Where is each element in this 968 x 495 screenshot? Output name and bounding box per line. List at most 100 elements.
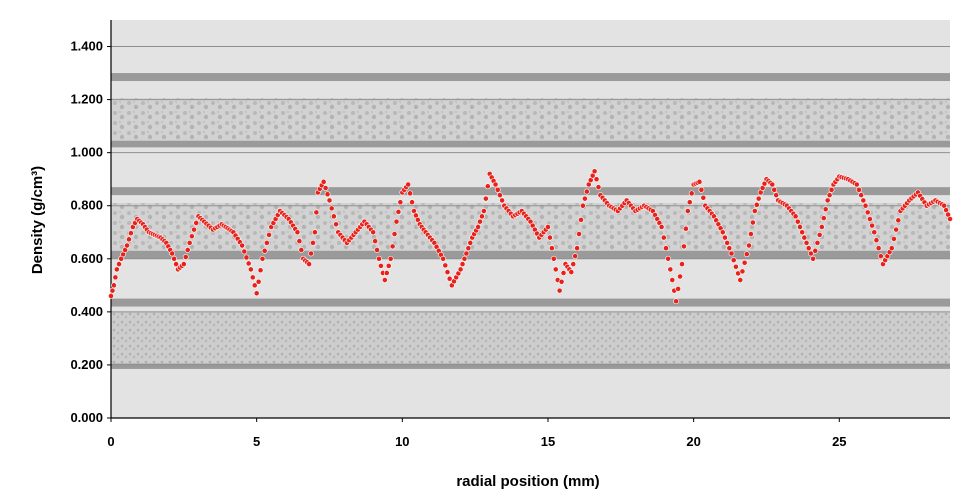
gridlines bbox=[111, 46, 950, 366]
data-point bbox=[753, 201, 760, 208]
data-point bbox=[333, 221, 339, 228]
data-point bbox=[188, 233, 195, 240]
data-point bbox=[393, 218, 400, 225]
data-point bbox=[807, 250, 814, 257]
data-point bbox=[665, 255, 672, 262]
data-point bbox=[459, 261, 466, 268]
data-point bbox=[381, 277, 388, 283]
data-point bbox=[732, 263, 739, 270]
data-point bbox=[682, 225, 689, 232]
data-point bbox=[116, 261, 122, 268]
data-point bbox=[484, 183, 491, 190]
data-point bbox=[112, 274, 119, 281]
lower-strip bbox=[111, 311, 950, 365]
data-point bbox=[675, 285, 682, 292]
data-point bbox=[814, 239, 821, 246]
data-point bbox=[688, 190, 695, 197]
data-point bbox=[574, 245, 581, 252]
data-point bbox=[550, 255, 557, 262]
x-axis-title: radial position (mm) bbox=[456, 473, 599, 490]
data-point bbox=[255, 278, 262, 285]
data-point bbox=[108, 293, 114, 299]
data-point bbox=[593, 176, 600, 183]
data-point bbox=[378, 262, 384, 269]
data-point bbox=[113, 266, 120, 273]
data-point bbox=[826, 192, 833, 199]
data-point bbox=[475, 224, 481, 230]
data-point bbox=[330, 213, 337, 220]
data-point bbox=[494, 186, 501, 193]
data-point bbox=[875, 245, 882, 252]
data-point bbox=[128, 230, 134, 237]
data-point bbox=[591, 168, 598, 175]
dark-band bbox=[111, 298, 950, 307]
data-point bbox=[259, 255, 266, 262]
data-point bbox=[698, 186, 705, 193]
data-point bbox=[824, 197, 831, 204]
data-point bbox=[818, 224, 825, 230]
data-point bbox=[580, 202, 586, 209]
data-point bbox=[253, 290, 260, 297]
data-point bbox=[726, 245, 733, 252]
data-point bbox=[171, 255, 178, 262]
data-point bbox=[111, 282, 117, 289]
dark-band bbox=[111, 73, 950, 82]
data-point bbox=[773, 192, 780, 199]
data-point bbox=[444, 269, 451, 275]
data-point bbox=[169, 250, 176, 257]
data-point bbox=[322, 185, 329, 191]
y-tick-label: 1.200 bbox=[70, 92, 103, 107]
data-point bbox=[743, 251, 750, 258]
data-point bbox=[395, 209, 402, 215]
data-point bbox=[730, 257, 737, 264]
data-point bbox=[463, 250, 470, 257]
data-point bbox=[461, 255, 468, 262]
data-point bbox=[860, 197, 867, 204]
data-point bbox=[376, 255, 382, 262]
data-point bbox=[548, 245, 555, 252]
data-point bbox=[312, 229, 318, 236]
data-point bbox=[816, 232, 823, 238]
data-point bbox=[669, 277, 676, 283]
data-point bbox=[241, 248, 248, 255]
y-tick-label: 0.200 bbox=[70, 357, 103, 372]
data-point bbox=[374, 247, 380, 253]
data-point bbox=[477, 218, 483, 225]
data-point bbox=[243, 254, 250, 261]
data-point bbox=[792, 213, 799, 220]
data-point bbox=[794, 218, 801, 225]
data-point bbox=[497, 192, 503, 199]
data-point bbox=[109, 287, 116, 294]
x-tick-label: 15 bbox=[541, 434, 555, 449]
data-point bbox=[853, 181, 860, 188]
y-axis-title: Density (g/cm³) bbox=[29, 166, 46, 274]
data-point bbox=[572, 253, 579, 260]
data-point bbox=[467, 239, 474, 246]
data-point bbox=[696, 178, 703, 185]
data-point bbox=[660, 234, 667, 241]
y-tick-label: 1.000 bbox=[70, 145, 103, 160]
data-point bbox=[383, 270, 390, 276]
data-point bbox=[673, 298, 680, 305]
data-point bbox=[822, 206, 829, 213]
data-point bbox=[799, 229, 806, 236]
data-point bbox=[866, 216, 873, 222]
data-point bbox=[737, 277, 744, 283]
data-point bbox=[126, 236, 132, 243]
data-point bbox=[871, 229, 878, 236]
data-point bbox=[820, 215, 827, 222]
data-point bbox=[251, 282, 258, 289]
x-tick-label: 20 bbox=[686, 434, 700, 449]
data-point bbox=[595, 184, 602, 191]
data-point bbox=[440, 255, 447, 262]
x-tick-label: 0 bbox=[107, 434, 114, 449]
xray-background bbox=[111, 20, 950, 418]
data-point bbox=[858, 192, 865, 199]
data-point bbox=[313, 209, 320, 216]
data-point bbox=[681, 243, 687, 250]
data-point bbox=[328, 205, 335, 212]
data-point bbox=[261, 247, 268, 254]
data-point bbox=[191, 226, 197, 233]
data-point bbox=[405, 181, 412, 188]
data-point bbox=[184, 247, 191, 253]
